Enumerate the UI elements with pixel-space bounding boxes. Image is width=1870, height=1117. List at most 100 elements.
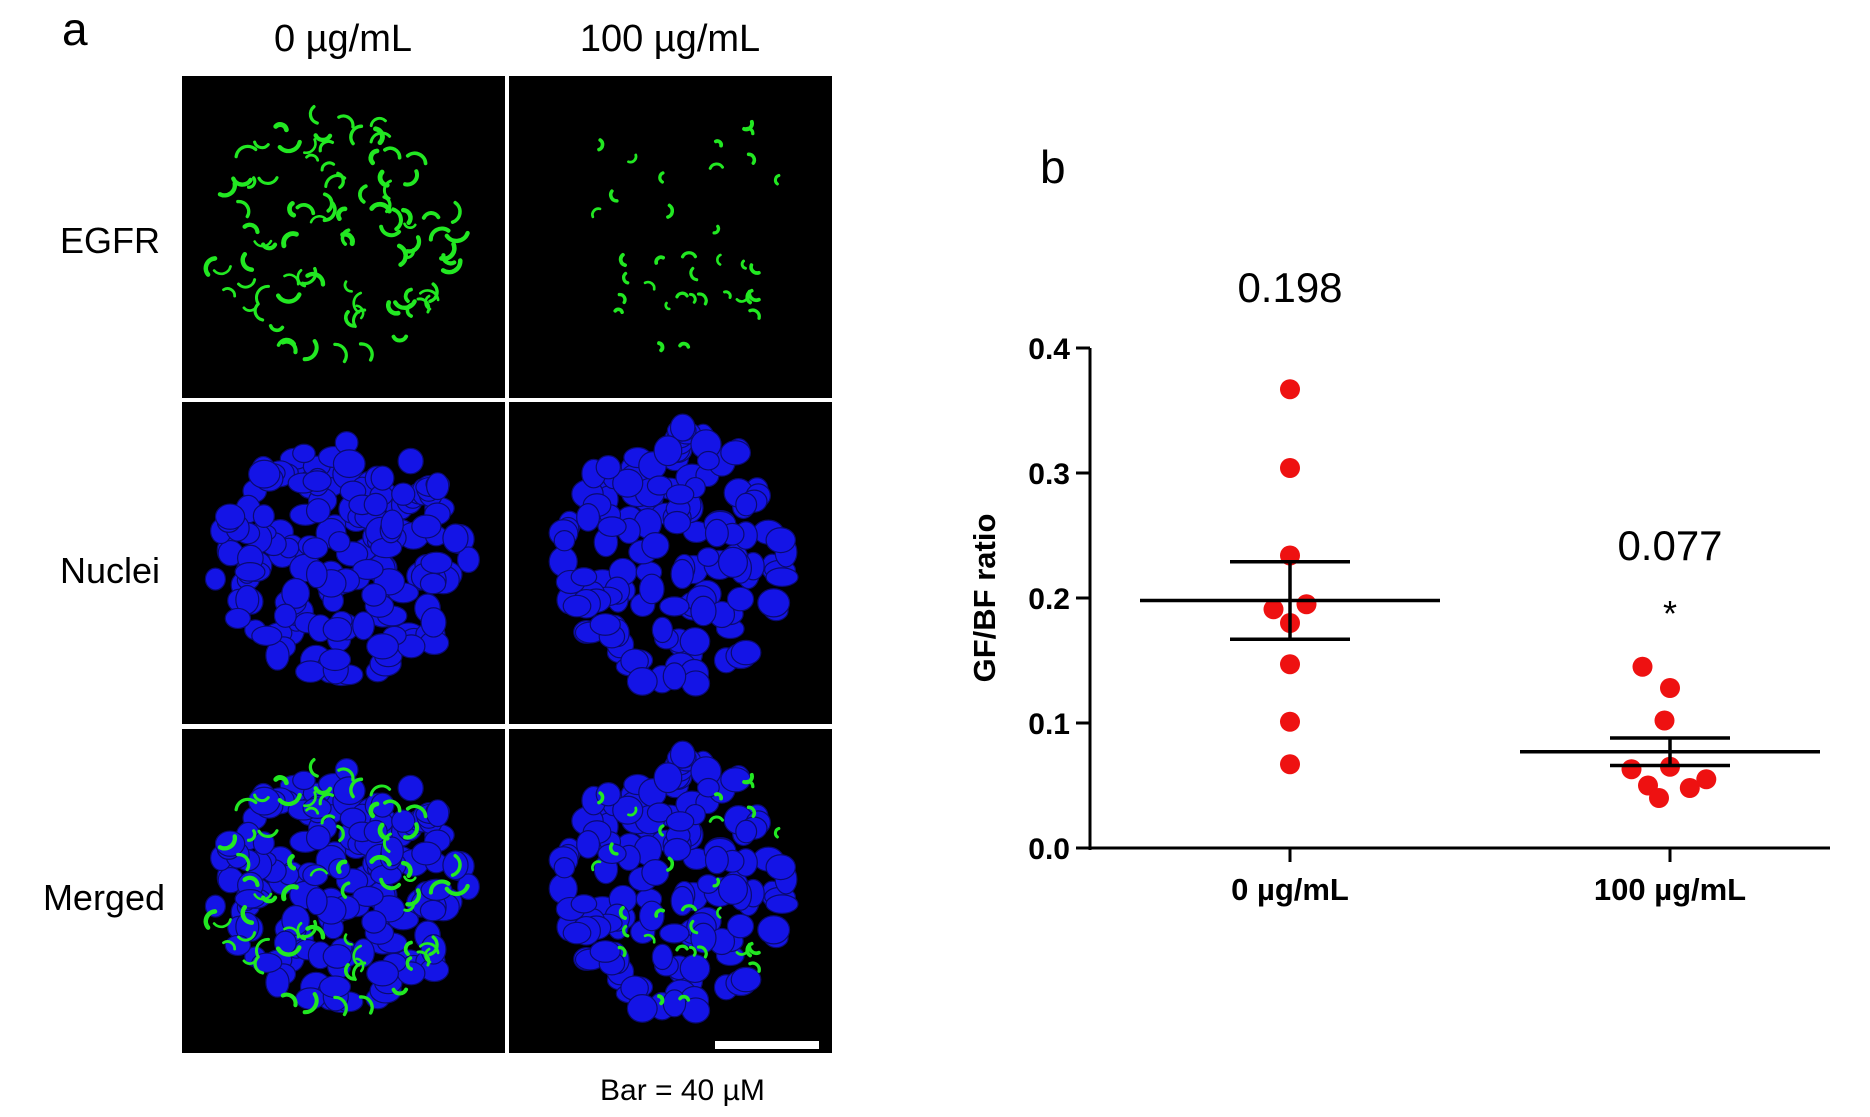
nucleus: [679, 954, 711, 984]
egfr-signal: [622, 271, 630, 285]
nucleus: [366, 960, 399, 987]
egfr-signal: [275, 292, 302, 304]
egfr-signal: [253, 793, 270, 803]
scatter-chart: 0.0 0.1 0.2 0.3 0.4 GF/BF ratio 0 µg/mL 100 µg…: [967, 270, 1830, 907]
mean-sem-bars: [1140, 560, 1820, 768]
data-point: [1632, 656, 1653, 677]
nucleus: [651, 616, 674, 644]
egfr-signal: [246, 829, 257, 842]
egfr-signal: [212, 918, 232, 929]
egfr-signal: [203, 909, 218, 930]
egfr-signal: [318, 792, 335, 806]
egfr-signal: [400, 207, 413, 225]
egfr-signal: [403, 287, 413, 304]
egfr-signal: [405, 888, 422, 907]
nucleus: [234, 561, 266, 582]
nucleus: [305, 825, 331, 851]
egfr-signal: [403, 822, 420, 840]
egfr-signal: [231, 176, 253, 187]
nucleus: [659, 596, 690, 617]
egfr-signal: [658, 171, 665, 184]
egfr-signal: [617, 945, 627, 958]
egfr-signal: [222, 940, 237, 951]
egfr-signal: [400, 860, 413, 878]
egfr-signal: [428, 226, 451, 242]
nucleus: [670, 885, 694, 917]
egfr-signal: [678, 341, 691, 349]
egfr-signal: [666, 856, 675, 872]
egfr-signal: [405, 151, 428, 166]
egfr-signal: [308, 758, 319, 778]
nucleus: [361, 910, 387, 934]
egfr-signal: [450, 200, 462, 224]
nucleus: [697, 547, 720, 567]
nucleus: [442, 850, 469, 881]
egfr-signal: [747, 289, 761, 302]
nucleus: [638, 573, 665, 605]
egfr-signal: [358, 995, 374, 1015]
egfr-signal: [305, 271, 326, 287]
egfr-signal: [281, 231, 299, 249]
egfr-signal: [240, 904, 255, 925]
egfr-signal: [654, 255, 665, 265]
nucleus: [626, 667, 658, 696]
nucleus: [679, 627, 711, 657]
egfr-signal: [747, 942, 761, 955]
nucleus: [690, 595, 717, 627]
significance-marker: *: [1663, 593, 1677, 634]
nucleus: [281, 577, 311, 609]
row-label-nuclei: Nuclei: [59, 550, 160, 591]
row-label-merged: Merged: [42, 877, 165, 918]
egfr-signal: [280, 992, 298, 1008]
egfr-signal: [405, 956, 413, 971]
egfr-signal: [281, 884, 299, 902]
nucleus: [252, 504, 275, 529]
egfr-signal: [391, 987, 409, 996]
egfr-signal: [428, 879, 451, 895]
egfr-signal: [597, 791, 605, 805]
egfr-signal: [405, 235, 422, 254]
egfr-signal: [302, 992, 319, 1015]
egfr-signal: [440, 258, 463, 275]
nucleus: [273, 603, 297, 628]
egfr-signal: [416, 950, 431, 967]
egfr-signal: [746, 805, 757, 818]
egfr-signal: [340, 231, 355, 247]
nucleus: [361, 583, 387, 607]
nucleus: [322, 616, 353, 642]
egfr-signal: [689, 919, 699, 935]
egfr-signal: [591, 207, 602, 219]
egfr-signal: [237, 931, 257, 942]
egfr-signal: [336, 824, 345, 843]
nucleus: [757, 588, 791, 618]
egfr-signal: [234, 797, 258, 812]
egfr-signal: [627, 806, 638, 817]
egfr-signal: [217, 834, 238, 851]
nucleus: [292, 770, 316, 791]
egfr-signal: [708, 162, 725, 170]
nucleus: [363, 492, 388, 517]
row-label-egfr: EGFR: [59, 220, 160, 261]
egfr-signal: [276, 337, 296, 347]
nucleus: [663, 510, 692, 535]
egfr-signal: [450, 853, 462, 877]
egfr-signal: [383, 146, 402, 160]
nucleus: [726, 586, 755, 612]
nucleus: [318, 648, 352, 672]
egfr-signal: [773, 826, 781, 839]
nucleus: [626, 994, 658, 1023]
nucleus: [419, 572, 447, 595]
data-point: [1660, 678, 1680, 698]
nucleus: [328, 531, 351, 553]
egfr-signal: [237, 278, 257, 289]
egfr-signal: [654, 908, 665, 918]
egfr-signal: [680, 904, 698, 912]
column-header-treated: 100 µg/mL: [579, 18, 761, 60]
egfr-signal: [742, 119, 754, 132]
egfr-signal: [618, 252, 628, 268]
egfr-signal: [688, 292, 697, 304]
nucleus: [595, 455, 621, 480]
egfr-signal: [740, 259, 747, 270]
nucleus: [704, 518, 729, 548]
nucleus: [366, 633, 399, 660]
